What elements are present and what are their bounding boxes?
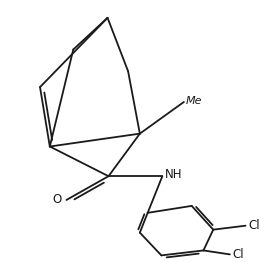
Text: Cl: Cl [232,248,244,261]
Text: O: O [52,193,62,206]
Text: Me: Me [186,96,202,106]
Text: NH: NH [164,168,182,181]
Text: Cl: Cl [248,219,260,232]
